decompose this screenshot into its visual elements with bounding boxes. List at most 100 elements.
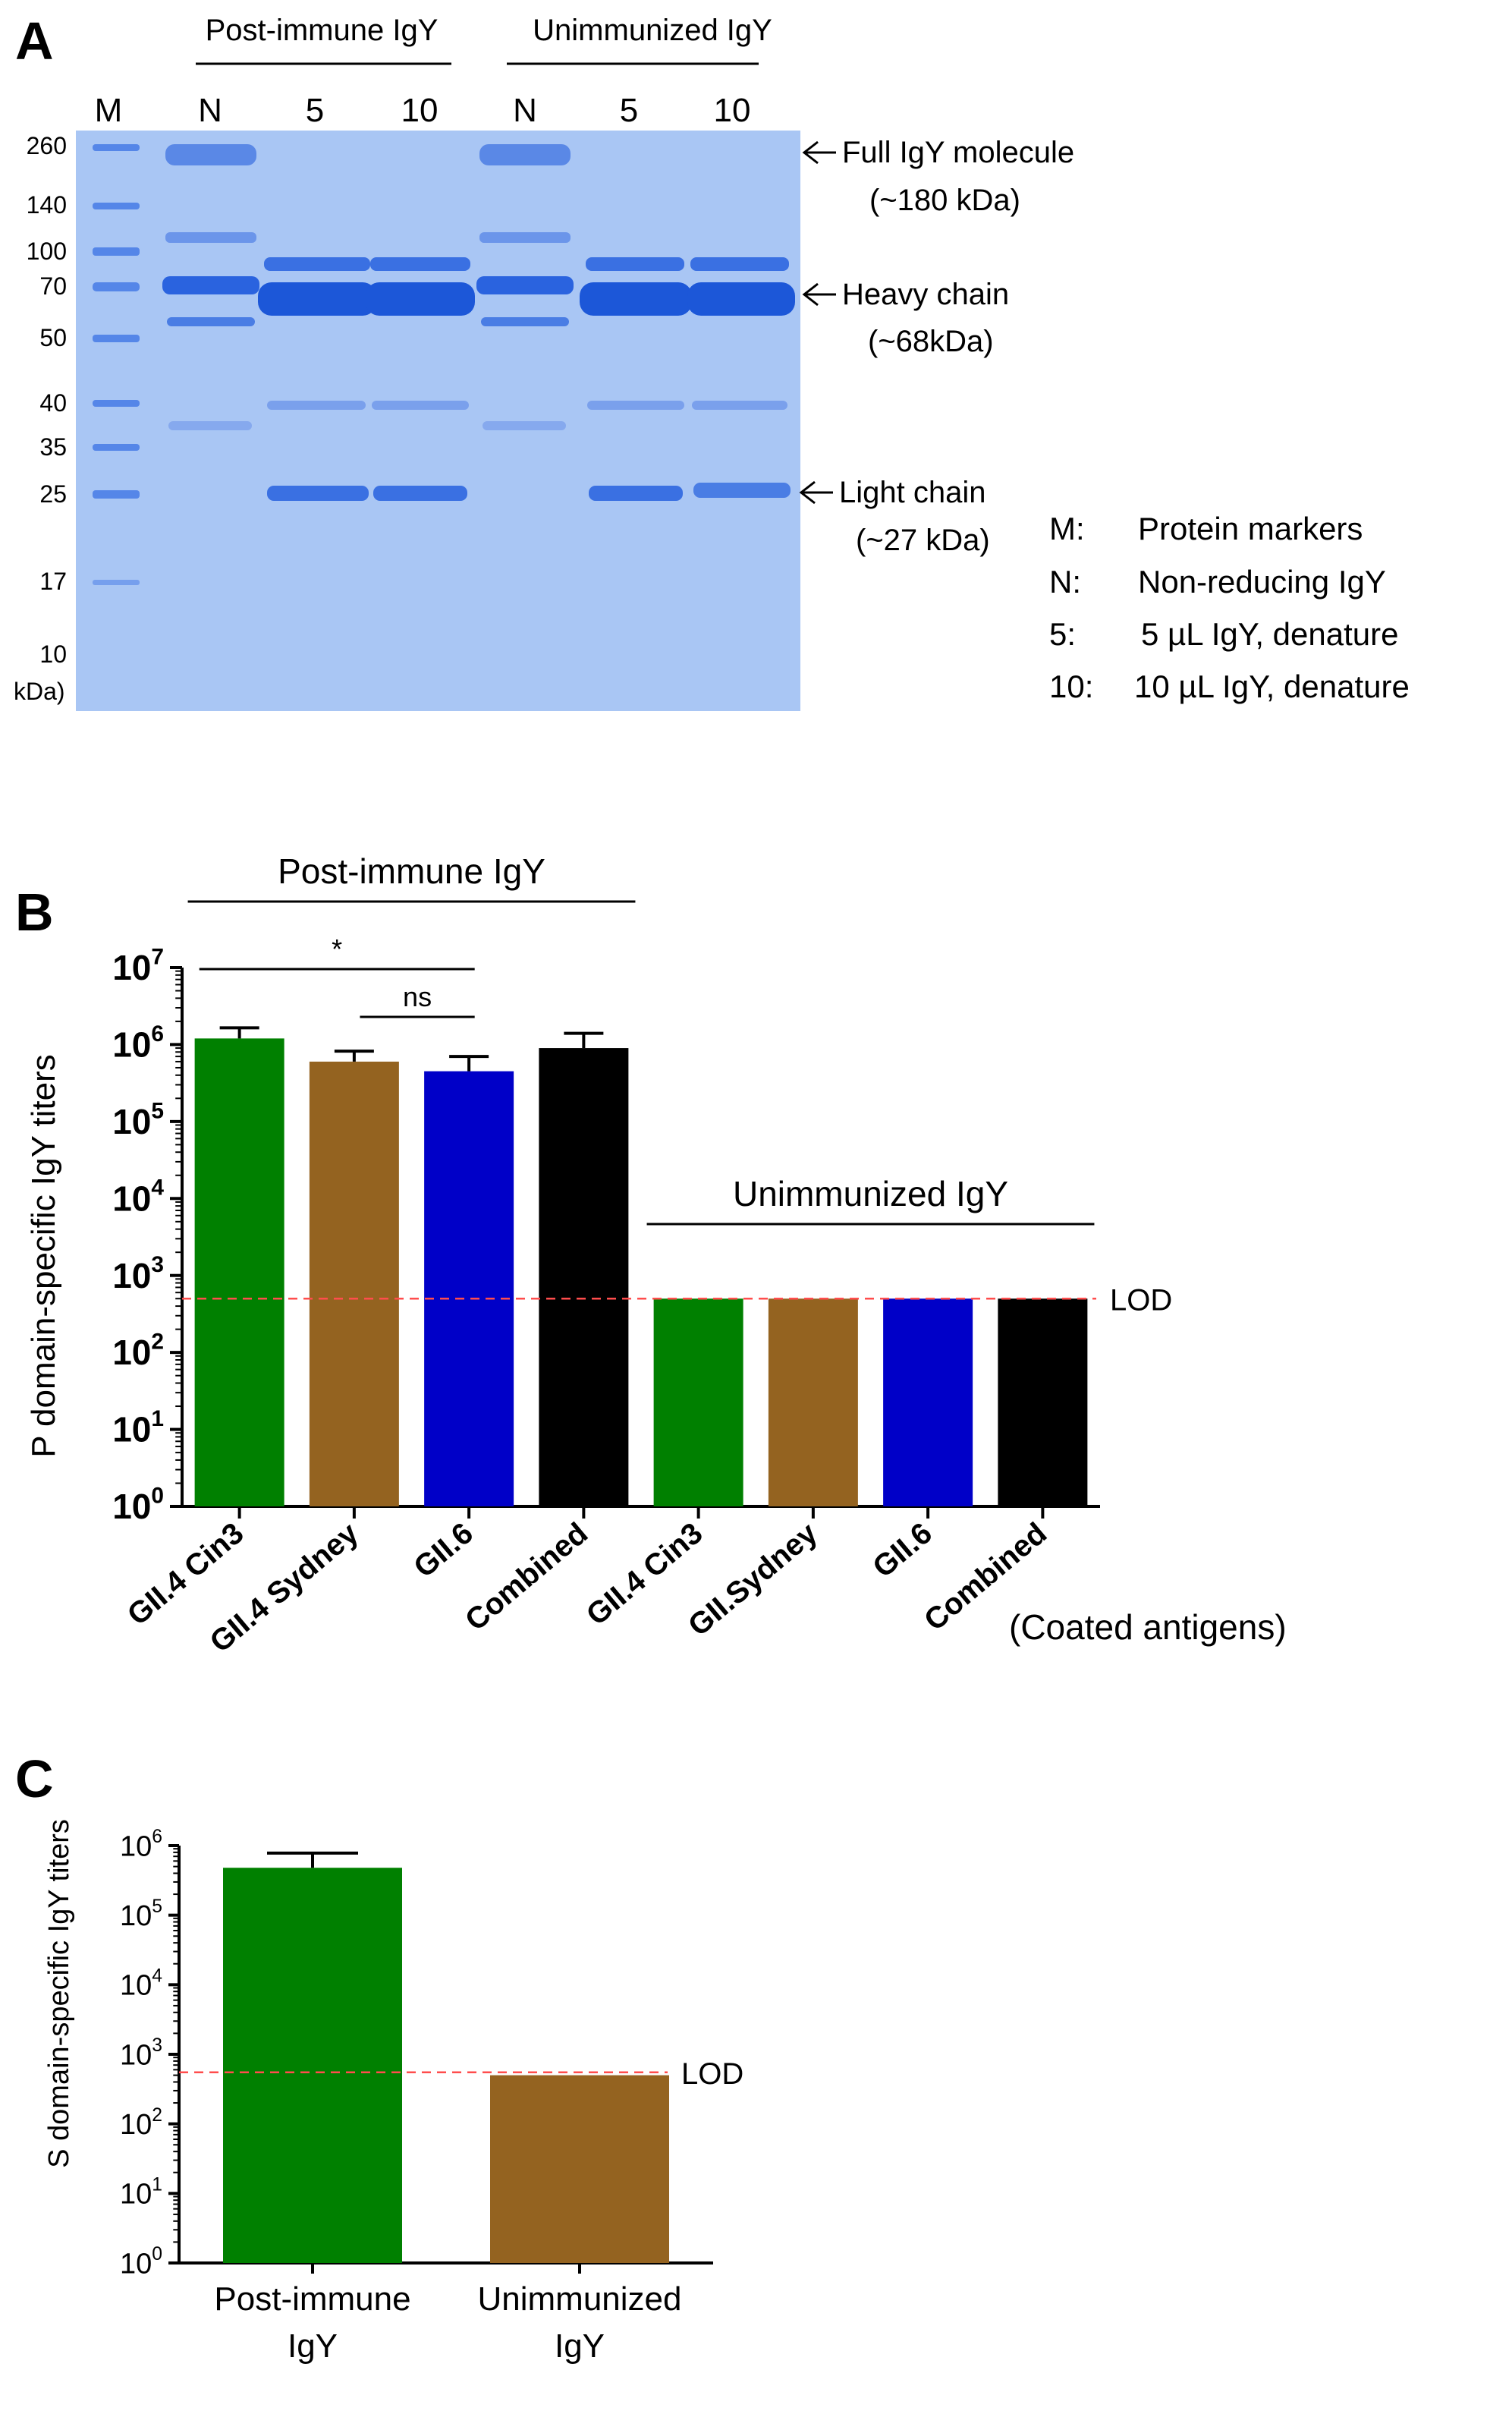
marker-band <box>93 335 140 342</box>
y-tick-exponent: 7 <box>151 944 164 969</box>
band <box>167 317 255 326</box>
band-full-igy <box>165 144 256 165</box>
lane-label: 10 <box>714 92 751 129</box>
gel-annotations: Full IgY molecule (~180 kDa) Heavy chain… <box>799 136 1074 557</box>
y-tick-exponent: 0 <box>152 2244 162 2265</box>
legend-text: Non-reducing IgY <box>1138 564 1386 600</box>
x-tick-label: Post-immune <box>214 2280 410 2318</box>
x-tick-label: GII.Sydney <box>682 1516 824 1643</box>
gel-background <box>76 131 800 711</box>
y-tick-exponent: 2 <box>151 1330 164 1355</box>
band <box>692 401 787 410</box>
x-tick-label: GII.6 <box>866 1516 938 1584</box>
band-heavy-chain <box>366 282 475 316</box>
bar <box>490 2075 669 2263</box>
band-heavy-chain <box>580 282 692 316</box>
y-tick-label: 106 <box>120 1827 162 1862</box>
band-light-chain <box>267 486 369 501</box>
mw-label: 40 <box>39 389 67 417</box>
band <box>587 401 684 410</box>
legend-text: Protein markers <box>1138 511 1363 546</box>
y-tick-exponent: 3 <box>152 2035 162 2056</box>
bar <box>223 1868 402 2263</box>
legend-key: 10: <box>1049 669 1093 704</box>
y-tick-exponent: 5 <box>151 1098 164 1123</box>
y-tick-label: 106 <box>112 1021 164 1065</box>
lane-label: N <box>198 92 222 129</box>
mw-unit-label: kDa) <box>14 678 65 705</box>
mw-label: 70 <box>39 272 67 300</box>
y-tick-exponent: 1 <box>151 1406 164 1431</box>
bars <box>223 1868 669 2263</box>
x-axis-note: (Coated antigens) <box>1009 1607 1287 1647</box>
y-tick-label: 102 <box>112 1330 164 1373</box>
band-light-chain <box>589 486 683 501</box>
x-tick-label: IgY <box>288 2327 338 2365</box>
bar <box>768 1298 858 1506</box>
marker-ladder <box>93 144 140 585</box>
marker-band <box>93 444 140 451</box>
bar <box>883 1298 973 1506</box>
gel-group-label-unimmunized: Unimmunized IgY <box>533 14 772 47</box>
significance-label: * <box>332 933 342 965</box>
band-heavy-chain <box>162 276 259 294</box>
lane-label: N <box>513 92 537 129</box>
y-tick-exponent: 6 <box>151 1021 164 1046</box>
y-axis-label: S domain-specific IgY titers <box>43 1819 75 2168</box>
panel-a-label: A <box>15 11 54 71</box>
band <box>479 232 571 243</box>
x-tick-label: Combined <box>459 1516 594 1637</box>
gel-lane-labels: M N 5 10 N 5 10 <box>95 92 751 129</box>
y-tick-label: 105 <box>112 1098 164 1141</box>
panel-b-chart: B P domain-specific IgY titers 100101102… <box>15 851 1287 1659</box>
annotation-heavy-chain-size: (~68kDa) <box>868 325 994 358</box>
legend-key: N: <box>1049 564 1081 600</box>
annotation-full-igy: Full IgY molecule <box>842 136 1074 169</box>
panel-c-label: C <box>15 1749 54 1808</box>
bars <box>194 1038 1088 1506</box>
annotation-full-igy-size: (~180 kDa) <box>869 184 1020 217</box>
panel-a: A Post-immune IgY Unimmunized IgY M N 5 … <box>14 11 1410 711</box>
y-tick-exponent: 4 <box>151 1176 164 1201</box>
annotation-heavy-chain: Heavy chain <box>842 278 1009 311</box>
band <box>168 421 252 430</box>
y-tick-label: 100 <box>112 1483 164 1526</box>
band-light-chain <box>373 486 467 501</box>
lane-label: 5 <box>620 92 638 129</box>
x-tick-labels: Post-immune IgY Unimmunized IgY <box>214 2280 681 2365</box>
band <box>481 317 569 326</box>
bar <box>539 1048 629 1506</box>
y-tick-exponent: 0 <box>151 1483 164 1508</box>
y-tick-exponent: 1 <box>152 2175 162 2195</box>
marker-band <box>93 203 140 209</box>
gel-image <box>76 131 800 711</box>
y-tick-label: 102 <box>120 2105 162 2141</box>
significance-label: ns <box>403 981 432 1012</box>
mw-label: 260 <box>27 132 67 159</box>
band <box>264 257 370 271</box>
group-label: Unimmunized IgY <box>733 1174 1008 1213</box>
band-heavy-chain <box>258 282 376 316</box>
lane-label: 10 <box>401 92 439 129</box>
annotations: LOD <box>179 2057 743 2091</box>
x-tick-label: IgY <box>555 2327 605 2365</box>
arrow-left-icon <box>802 140 836 165</box>
mw-label: 35 <box>39 433 67 461</box>
bar <box>424 1071 514 1506</box>
x-tick-label: Unimmunized <box>478 2280 682 2318</box>
bar <box>998 1298 1088 1506</box>
mw-label: 140 <box>27 191 67 219</box>
mw-marker-labels: 260 140 100 70 50 40 35 25 17 10 kDa) <box>14 132 67 705</box>
panel-b-label: B <box>15 883 54 942</box>
marker-band <box>93 580 140 585</box>
legend-key: M: <box>1049 511 1085 546</box>
band <box>483 421 566 430</box>
marker-band <box>93 490 140 499</box>
y-tick-exponent: 3 <box>151 1252 164 1277</box>
band-full-igy <box>479 144 571 165</box>
error-bars <box>267 1851 358 1868</box>
mw-label: 50 <box>39 324 67 351</box>
error-bars <box>219 1026 604 1072</box>
y-tick-label: 103 <box>120 2035 162 2071</box>
